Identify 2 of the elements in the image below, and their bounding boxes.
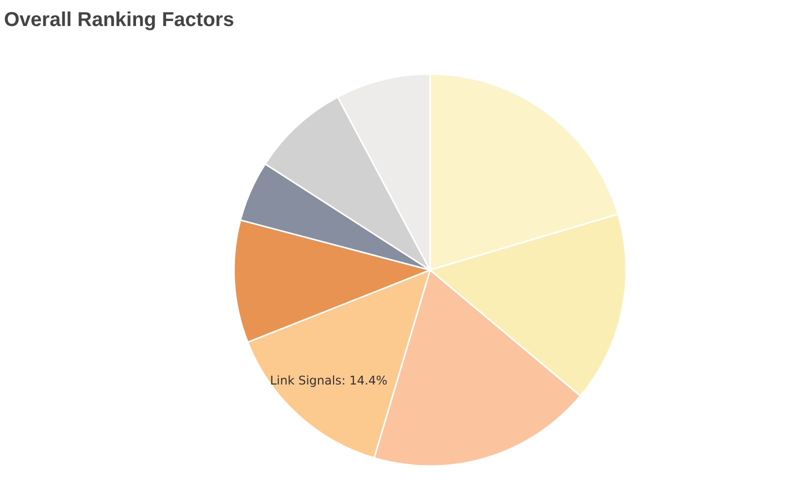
chart-title: Overall Ranking Factors bbox=[4, 9, 234, 31]
slice-label: Link Signals: 14.4% bbox=[270, 374, 388, 388]
